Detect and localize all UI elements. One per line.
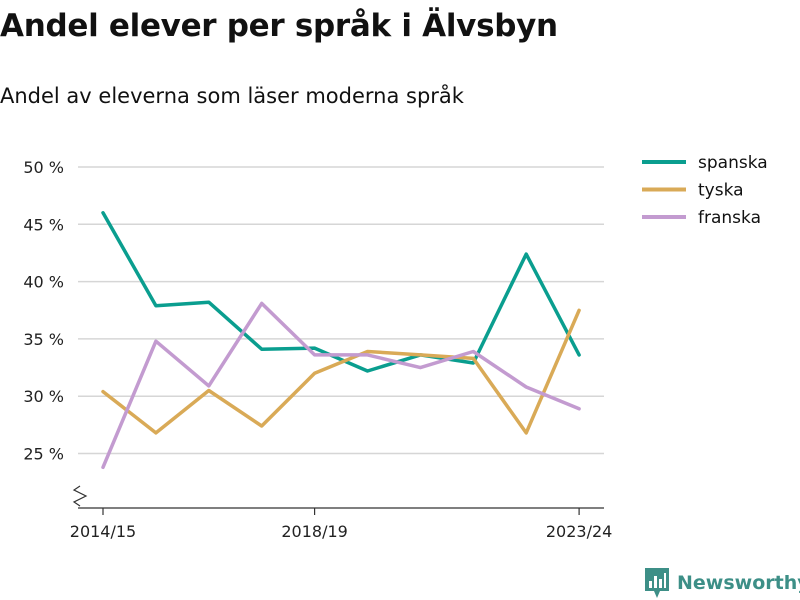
- axis-break-icon: [72, 485, 88, 507]
- chart-subtitle: Andel av eleverna som läser moderna språ…: [0, 84, 464, 108]
- y-tick-label: 45 %: [23, 215, 64, 234]
- y-tick-label: 35 %: [23, 330, 64, 349]
- series-line-spanska: [101, 211, 581, 373]
- y-tick-label: 25 %: [23, 445, 64, 464]
- brand-logo: Newsworthy: [645, 568, 800, 598]
- x-tick-label: 2018/19: [281, 522, 347, 541]
- y-tick-label: 40 %: [23, 273, 64, 292]
- legend-label-tyska: tyska: [698, 181, 744, 201]
- y-tick-label: 30 %: [23, 387, 64, 406]
- grid-layer: [78, 166, 604, 455]
- series-line-franska: [101, 301, 581, 470]
- bar-chart-icon: [645, 568, 669, 598]
- chart-title: Andel elever per språk i Älvsbyn: [0, 8, 558, 44]
- x-tick-label: 2023/24: [546, 522, 612, 541]
- series-line-tyska: [101, 308, 581, 435]
- series-layer: [101, 211, 581, 470]
- legend-label-franska: franska: [698, 208, 761, 228]
- legend-label-spanska: spanska: [698, 153, 768, 173]
- axis-layer: 25 % 30 % 35 % 40 % 45 % 50 % 2014/15 2018/19 20…: [23, 158, 612, 541]
- brand-name: Newsworthy: [677, 572, 800, 594]
- y-tick-label: 50 %: [23, 158, 64, 177]
- x-tick-label: 2014/15: [70, 522, 136, 541]
- legend: spanska tyska franska: [642, 153, 768, 228]
